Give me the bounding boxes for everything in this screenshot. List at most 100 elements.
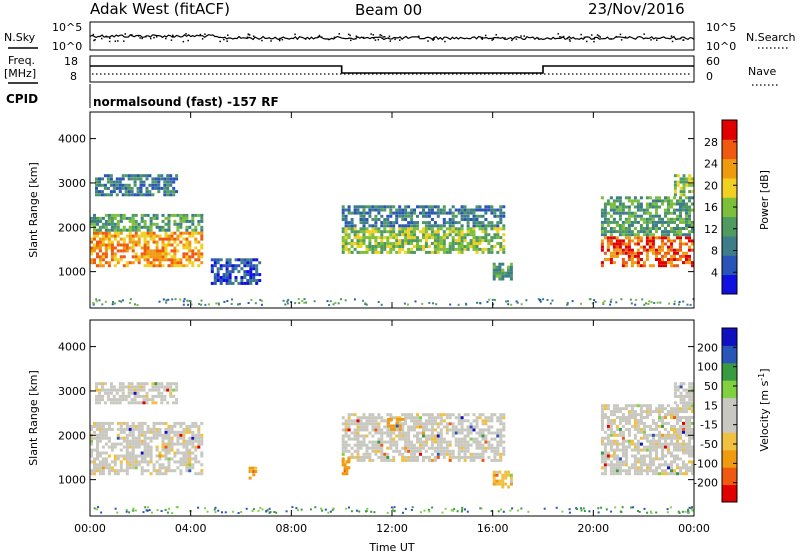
heatmap-cell xyxy=(501,271,505,275)
heatmap-cell xyxy=(98,463,102,467)
heatmap-cell xyxy=(688,248,691,252)
heatmap-cell xyxy=(424,419,428,423)
heatmap-cell xyxy=(481,236,485,240)
heatmap-cell xyxy=(630,248,634,252)
heatmap-cell xyxy=(164,234,168,238)
heatmap-cell xyxy=(122,421,126,425)
heatmap-cell xyxy=(191,421,195,425)
heatmap-cell xyxy=(451,239,455,243)
heatmap-cell xyxy=(374,205,378,209)
heatmap-cell xyxy=(255,273,259,277)
heatmap-cell xyxy=(110,448,114,452)
heatmap-cell xyxy=(600,466,604,470)
heatmap-cell xyxy=(98,454,102,458)
heatmap-cell xyxy=(627,445,631,449)
heatmap-cell xyxy=(612,242,616,246)
heatmap-cell xyxy=(107,219,111,223)
heatmap-cell xyxy=(176,225,180,229)
heatmap-cell xyxy=(134,258,138,262)
heatmap-cell xyxy=(407,413,411,417)
heatmap-cell xyxy=(356,437,360,441)
heatmap-cell xyxy=(377,455,381,459)
heatmap-cell xyxy=(685,224,688,227)
heatmap-cell xyxy=(498,271,502,275)
heatmap-cell xyxy=(478,239,482,243)
heatmap-cell xyxy=(676,251,679,255)
heatmap-cell xyxy=(140,466,144,470)
heatmap-cell xyxy=(119,216,123,220)
heatmap-cell xyxy=(427,416,431,420)
heatmap-cell xyxy=(122,240,126,244)
heatmap-cell xyxy=(495,479,499,483)
heatmap-cell xyxy=(600,460,604,464)
heatmap-cell xyxy=(368,422,372,426)
heatmap-cell xyxy=(134,445,138,449)
heatmap-cell xyxy=(161,258,165,262)
heatmap-cell xyxy=(213,276,217,279)
heatmap-cell xyxy=(691,242,694,246)
heatmap-cell xyxy=(648,211,652,215)
heatmap-cell xyxy=(609,445,613,449)
heatmap-cell xyxy=(416,455,419,459)
heatmap-cell xyxy=(691,410,694,414)
heatmap-cell xyxy=(90,261,93,265)
ground-scatter-cell xyxy=(687,508,689,511)
heatmap-cell xyxy=(389,224,393,228)
heatmap-cell xyxy=(407,437,411,441)
heatmap-cell xyxy=(651,233,655,237)
ground-scatter-cell xyxy=(435,303,438,306)
heatmap-cell xyxy=(439,239,443,243)
heatmap-cell xyxy=(398,434,402,438)
heatmap-cell xyxy=(377,242,381,245)
heatmap-cell xyxy=(161,439,165,443)
heatmap-cell xyxy=(481,458,485,462)
heatmap-cell xyxy=(636,202,640,206)
heatmap-cell xyxy=(469,431,473,435)
heatmap-cell xyxy=(427,214,431,218)
heatmap-cell xyxy=(475,446,479,450)
heatmap-cell xyxy=(658,466,661,470)
heatmap-cell xyxy=(621,227,625,230)
heatmap-cell xyxy=(395,428,399,432)
heatmap-cell xyxy=(389,214,393,218)
noise-dot xyxy=(484,34,487,37)
heatmap-cell xyxy=(670,424,673,428)
heatmap-cell xyxy=(93,237,96,241)
heatmap-cell xyxy=(225,270,229,274)
heatmap-cell xyxy=(648,196,652,200)
heatmap-cell xyxy=(493,452,497,456)
heatmap-cell xyxy=(439,416,443,420)
heatmap-cell xyxy=(430,434,434,438)
heatmap-cell xyxy=(173,261,177,265)
heatmap-cell xyxy=(112,186,116,190)
heatmap-cell xyxy=(499,211,503,215)
heatmap-cell xyxy=(501,262,505,266)
heatmap-cell xyxy=(96,448,99,452)
heatmap-cell xyxy=(90,237,93,241)
heatmap-cell xyxy=(624,245,628,249)
heatmap-cell xyxy=(103,193,107,197)
heatmap-cell xyxy=(419,230,422,234)
ground-scatter-cell xyxy=(238,302,241,305)
heatmap-cell xyxy=(603,214,607,218)
heatmap-cell xyxy=(445,452,449,456)
heatmap-cell xyxy=(155,472,159,476)
heatmap-cell xyxy=(621,202,625,206)
heatmap-cell xyxy=(124,174,128,178)
heatmap-cell xyxy=(442,440,446,444)
heatmap-cell xyxy=(436,227,440,231)
heatmap-cell xyxy=(451,431,455,435)
heatmap-cell xyxy=(152,264,156,268)
heatmap-cell xyxy=(122,430,126,434)
heatmap-cell xyxy=(173,222,177,226)
heatmap-cell xyxy=(688,466,691,470)
heatmap-cell xyxy=(167,237,171,241)
heatmap-cell xyxy=(197,240,201,244)
heatmap-cell xyxy=(481,455,485,459)
heatmap-cell xyxy=(648,227,652,230)
heatmap-cell xyxy=(160,174,164,178)
ground-scatter-cell xyxy=(404,507,407,510)
heatmap-cell xyxy=(222,264,226,268)
heatmap-cell xyxy=(134,466,138,470)
heatmap-cell xyxy=(661,202,664,206)
